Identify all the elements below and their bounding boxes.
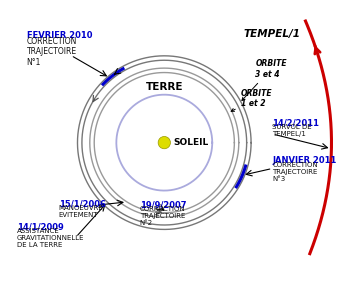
Text: ORBITE
1 et 2: ORBITE 1 et 2 bbox=[231, 89, 272, 111]
Text: CORRECTION
TRAJECTOIRE
N°3: CORRECTION TRAJECTOIRE N°3 bbox=[273, 162, 318, 182]
Text: ASSISTANCE
GRAVITATIONNELLE
DE LA TERRE: ASSISTANCE GRAVITATIONNELLE DE LA TERRE bbox=[17, 228, 84, 248]
Text: 14/2/2011: 14/2/2011 bbox=[273, 118, 319, 127]
Text: 15/1/2006: 15/1/2006 bbox=[58, 199, 105, 208]
Circle shape bbox=[158, 136, 171, 149]
Text: TERRE: TERRE bbox=[146, 82, 183, 92]
Text: MANOEUVRE
EVITEMENT: MANOEUVRE EVITEMENT bbox=[58, 205, 103, 218]
Text: FEVRIER 2010: FEVRIER 2010 bbox=[26, 31, 92, 40]
Text: JANVIER 2011: JANVIER 2011 bbox=[273, 156, 337, 165]
Text: SURVOL DE
TEMPEL/1: SURVOL DE TEMPEL/1 bbox=[273, 124, 312, 137]
Text: 19/9/2007: 19/9/2007 bbox=[140, 200, 186, 209]
Text: 14/1/2009: 14/1/2009 bbox=[17, 223, 64, 232]
Text: TEMPEL/1: TEMPEL/1 bbox=[244, 29, 301, 39]
Text: ORBITE
3 et 4: ORBITE 3 et 4 bbox=[242, 59, 287, 100]
Text: CORRECTION
TRAJECTOIRE
N°2: CORRECTION TRAJECTOIRE N°2 bbox=[140, 206, 185, 226]
Text: SOLEIL: SOLEIL bbox=[173, 138, 208, 147]
Text: CORRECTION
TRAJECTOIRE
N°1: CORRECTION TRAJECTOIRE N°1 bbox=[26, 37, 77, 67]
